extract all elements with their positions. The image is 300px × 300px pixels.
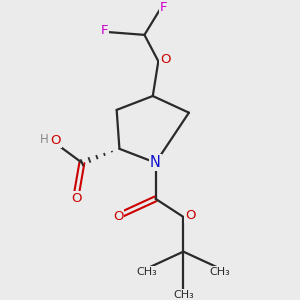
Text: F: F (160, 1, 168, 13)
Text: H: H (40, 134, 48, 146)
Text: O: O (113, 210, 123, 224)
Text: CH₃: CH₃ (173, 290, 194, 300)
Text: O: O (160, 53, 170, 66)
Text: N: N (150, 155, 161, 170)
Text: F: F (100, 24, 108, 37)
Text: CH₃: CH₃ (137, 268, 158, 278)
Text: CH₃: CH₃ (209, 268, 230, 278)
Text: O: O (50, 134, 61, 147)
Text: O: O (71, 192, 82, 205)
Text: O: O (185, 209, 196, 222)
